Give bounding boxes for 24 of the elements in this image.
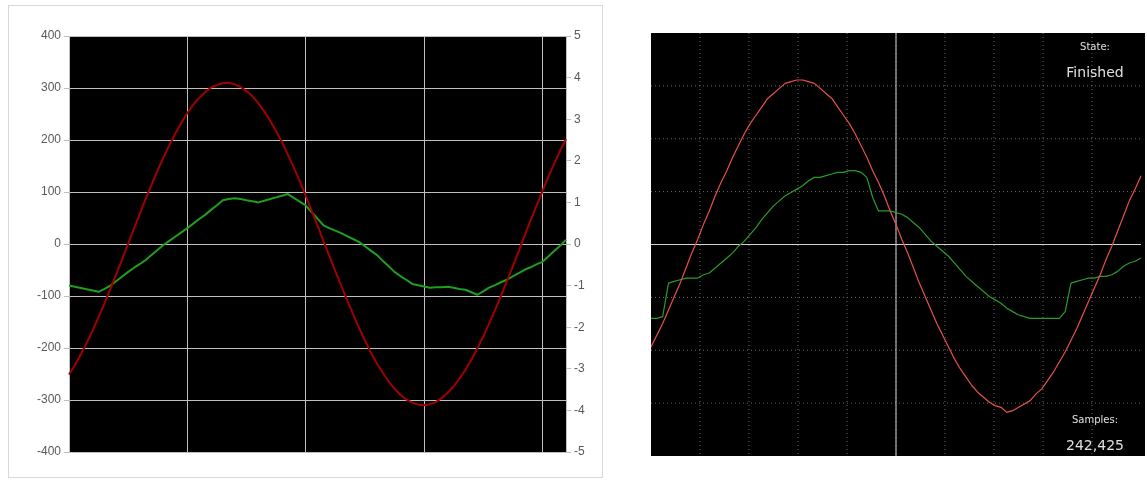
y-tick-label: -200 <box>36 340 62 355</box>
y2-tick-label: -4 <box>574 402 585 417</box>
y2-tick-label: 0 <box>574 236 581 251</box>
text: Samples: <box>1071 413 1119 425</box>
text: State: <box>1080 40 1110 52</box>
y2-tick-label: 1 <box>574 194 581 209</box>
text: Finished <box>1066 63 1124 80</box>
y2-tick-label: 4 <box>574 69 581 84</box>
y2-tick-label: -2 <box>574 319 585 334</box>
y-tick-label: -300 <box>36 392 62 407</box>
y-tick-label: 100 <box>40 184 62 199</box>
y-tick-label: 200 <box>40 132 62 147</box>
y2-tick-label: -5 <box>574 444 585 459</box>
y2-tick-label: 2 <box>574 153 581 168</box>
y-tick-label: 0 <box>54 236 62 251</box>
y2-tick-label: 5 <box>574 28 581 43</box>
y2-tick-label: -3 <box>574 361 585 376</box>
y-tick-label: -100 <box>36 288 62 303</box>
text: 242,425 <box>1066 436 1124 453</box>
y-tick-label: 300 <box>40 80 62 95</box>
y2-tick-label: -1 <box>574 277 585 292</box>
y-tick-label: 400 <box>40 28 62 43</box>
y2-tick-label: 3 <box>574 111 581 126</box>
y-tick-label: -400 <box>36 444 62 459</box>
